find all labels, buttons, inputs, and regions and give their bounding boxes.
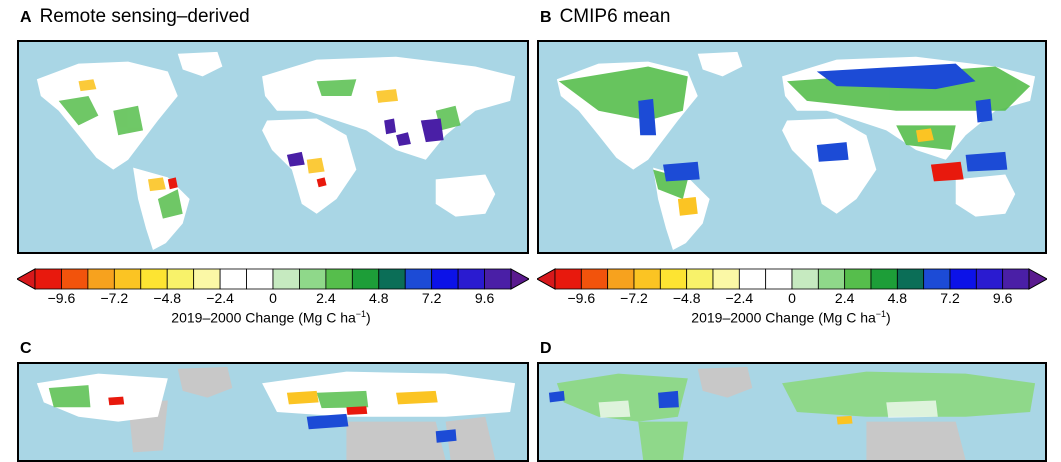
colorbar-b-tick-label: 9.6	[992, 290, 1013, 306]
colorbar-b-swatch	[817, 268, 846, 290]
colorbar-a-swatch	[166, 268, 195, 290]
colorbar-b-swatch	[844, 268, 872, 290]
colorbar-a-swatch	[378, 268, 406, 290]
colorbar-a-caption-main: 2019–2000 Change (Mg C ha	[171, 309, 356, 326]
colorbar-a-tick-label: 7.2	[421, 290, 442, 306]
colorbar-b-caption: 2019–2000 Change (Mg C ha−1)	[691, 309, 890, 326]
colorbar-a-caption-end: )	[366, 309, 371, 326]
colorbar-b-tick-label: −7.2	[620, 290, 648, 306]
colorbar-a-tick-label: 2.4	[316, 290, 336, 306]
colorbar-a-swatch	[325, 268, 353, 290]
colorbar-b-caption-sup: −1	[875, 309, 887, 319]
map-b-svg	[556, 51, 1036, 251]
colorbar-b-swatch	[949, 268, 977, 290]
colorbar-b-left-cap	[537, 268, 556, 290]
colorbar-a-svg	[17, 268, 529, 290]
colorbar-b-caption-main: 2019–2000 Change (Mg C ha	[691, 309, 876, 326]
colorbar-a-swatch	[87, 268, 115, 290]
map-d	[537, 362, 1047, 462]
colorbar-a-tick-label: −2.4	[206, 290, 234, 306]
colorbar-b-tick-label: 2.4	[834, 290, 855, 306]
colorbar-b: −9.6 −7.2 −4.8 −2.4 0 2.4 4.8 7.2 9.6 2019–2000 …	[537, 268, 1047, 332]
colorbar-b-swatch	[607, 268, 635, 290]
colorbar-b-swatch	[659, 268, 688, 290]
map-d-svg	[548, 366, 1036, 460]
colorbar-a-swatch	[61, 268, 89, 290]
colorbar-a-swatch	[484, 268, 512, 290]
colorbar-a-tick-label: −9.6	[47, 290, 76, 306]
map-a-svg	[36, 51, 516, 251]
panel-b-letter: B	[540, 9, 552, 26]
map-b	[537, 40, 1047, 254]
colorbar-b-swatch	[765, 268, 793, 290]
colorbar-a-swatch	[219, 268, 247, 290]
colorbar-a-tick-label: −4.8	[153, 290, 182, 306]
colorbar-a-right-cap	[510, 268, 529, 290]
colorbar-b-right-cap	[1028, 268, 1047, 290]
panel-d-title: D	[540, 337, 560, 359]
colorbar-b-swatch	[896, 268, 925, 290]
colorbar-b-swatch	[975, 268, 1004, 290]
colorbar-b-caption-end: )	[886, 309, 891, 326]
colorbar-b-swatch	[686, 268, 714, 290]
colorbar-b-tick-label: −9.6	[567, 290, 596, 306]
colorbar-a-swatch	[246, 268, 274, 290]
colorbar-a-swatch	[193, 268, 221, 290]
colorbar-a: −9.6 −7.2 −4.8 −2.4 0 2.4 4.8 7.2 9.6 2019–2000 …	[17, 268, 529, 332]
colorbar-a-swatch	[140, 268, 168, 290]
colorbar-b-swatch	[633, 268, 661, 290]
colorbar-b-tick-label: 4.8	[887, 290, 908, 306]
colorbar-b-tick-label: −2.4	[725, 290, 754, 306]
colorbar-b-swatch	[1002, 268, 1030, 290]
colorbar-a-tick-label: 4.8	[369, 290, 389, 306]
panel-c-letter: C	[20, 340, 32, 357]
colorbar-b-svg	[537, 268, 1047, 290]
colorbar-a-tick-label: −7.2	[100, 290, 129, 306]
colorbar-a-swatch	[404, 268, 433, 290]
panel-d-letter: D	[540, 340, 552, 357]
colorbar-b-swatch	[712, 268, 740, 290]
colorbar-b-swatch	[554, 268, 582, 290]
map-a	[17, 40, 529, 254]
colorbar-a-caption: 2019–2000 Change (Mg C ha−1)	[171, 309, 370, 326]
colorbar-b-swatch	[580, 268, 609, 290]
colorbar-a-tick-label: 9.6	[474, 290, 495, 306]
panel-b-title-text: CMIP6 mean	[559, 6, 671, 27]
colorbar-a-caption-sup: −1	[355, 309, 367, 319]
colorbar-a-swatch	[113, 268, 142, 290]
colorbar-b-swatch	[870, 268, 898, 290]
colorbar-b-swatch	[738, 268, 767, 290]
panel-a-title-text: Remote sensing–derived	[39, 6, 250, 27]
colorbar-b-tick-label: −4.8	[672, 290, 701, 306]
colorbar-a-swatch	[431, 268, 459, 290]
colorbar-b-swatch	[923, 268, 951, 290]
panel-c-title: C	[20, 337, 40, 359]
colorbar-a-swatch	[299, 268, 327, 290]
colorbar-a-tick-label: 0	[269, 290, 277, 306]
map-c-svg	[36, 366, 516, 460]
panel-a-letter: A	[20, 9, 32, 26]
colorbar-b-tick-label: 7.2	[940, 290, 960, 306]
panel-a-title: A Remote sensing–derived	[20, 6, 250, 28]
colorbar-b-tick-label: 0	[788, 290, 796, 306]
colorbar-a-swatch	[34, 268, 62, 290]
panel-b-title: B CMIP6 mean	[540, 6, 670, 28]
colorbar-a-swatch	[272, 268, 300, 290]
colorbar-b-swatch	[791, 268, 819, 290]
colorbar-a-swatch	[457, 268, 485, 290]
colorbar-a-swatch	[351, 268, 380, 290]
map-c	[17, 362, 529, 462]
colorbar-a-left-cap	[17, 268, 36, 290]
